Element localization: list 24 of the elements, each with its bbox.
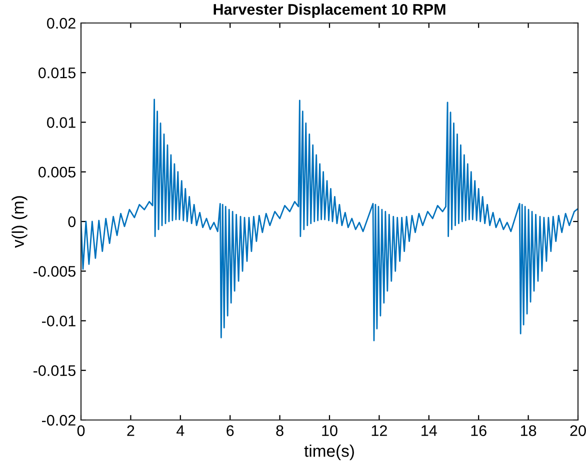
chart-title: Harvester Displacement 10 RPM — [214, 4, 446, 18]
y-tick-label: 0.01 — [47, 117, 76, 128]
y-tick-label: 0 — [68, 216, 76, 228]
y-axis-title: v(l) (m) — [12, 196, 28, 248]
y-tick-label: -0.01 — [42, 316, 76, 326]
x-tick-label: 18 — [520, 425, 536, 436]
x-tick-label: 14 — [422, 425, 437, 436]
y-tick-label: -0.02 — [42, 414, 76, 426]
x-axis-title: time(s) — [304, 444, 354, 460]
x-tick-label: 8 — [276, 425, 284, 436]
x-tick-label: 16 — [471, 425, 486, 436]
x-tick-label: 4 — [176, 425, 184, 436]
x-tick-label: 10 — [322, 425, 338, 436]
x-tick-label: 12 — [372, 425, 387, 436]
line-series — [81, 98, 578, 342]
y-tick-label: 0.015 — [38, 67, 76, 78]
y-tick-label: -0.015 — [34, 365, 76, 376]
y-tick-label: 0.02 — [47, 18, 76, 29]
x-tick-label: 6 — [226, 425, 234, 436]
x-tick-label: 0 — [77, 425, 85, 436]
x-tick-label: 20 — [570, 425, 586, 436]
x-tick-label: 2 — [127, 425, 134, 436]
y-tick-label: 0.005 — [38, 166, 76, 178]
y-tick-label: -0.005 — [34, 266, 76, 277]
